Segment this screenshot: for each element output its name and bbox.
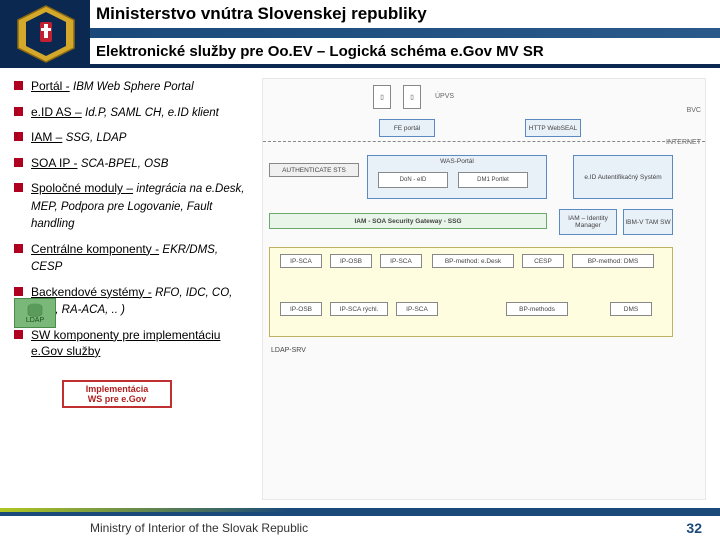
ssg-box: IAM - SOA Security Gateway - SSG: [269, 213, 547, 229]
bullet-detail: IBM Web Sphere Portal: [73, 81, 194, 93]
bullet-icon: [14, 244, 23, 253]
state-emblem-icon: [10, 2, 82, 66]
bullet-icon: [14, 107, 23, 116]
list-item: SW komponenty pre implementáciu e.Gov sl…: [14, 327, 252, 359]
bullet-icon: [14, 158, 23, 167]
list-item: e.ID AS – Id.P, SAML CH, e.ID klient: [14, 104, 252, 122]
bullet-detail: SCA-BPEL, OSB: [81, 158, 169, 170]
was-portal-box: WAS-Portál DoN - eID DM1 Portlet: [367, 155, 547, 199]
fe-portal-box: FE portál: [379, 119, 435, 137]
content-area: Portál - IBM Web Sphere Portal e.ID AS –…: [0, 68, 720, 500]
footer-text: Ministry of Interior of the Slovak Repub…: [90, 521, 308, 535]
server-icon: ▯: [403, 85, 421, 109]
list-item: Centrálne komponenty - EKR/DMS, CESP: [14, 241, 252, 276]
bullet-icon: [14, 287, 23, 296]
bp-methods-box: BP-methods: [506, 302, 568, 316]
header-title-bar: Ministerstvo vnútra Slovenskej republiky: [90, 0, 720, 28]
bp-dms-box: BP-method: DMS: [572, 254, 654, 268]
bp-edesk-box: BP-method: e.Desk: [432, 254, 514, 268]
architecture-diagram: ▯ ▯ ÚPVS INTERNET BVC FE portál HTTP Web…: [262, 78, 706, 500]
upvs-label: ÚPVS: [435, 93, 701, 100]
bullet-main: Centrálne komponenty -: [31, 242, 159, 256]
bullet-main: e.ID AS –: [31, 105, 82, 119]
ip-sca-box: IP-SCA: [280, 254, 322, 268]
bullet-list: Portál - IBM Web Sphere Portal e.ID AS –…: [14, 78, 262, 500]
bullet-icon: [14, 183, 23, 192]
list-item: IAM – SSG, LDAP: [14, 129, 252, 147]
auth-sts-box: AUTHENTICATE STS: [269, 163, 359, 177]
bullet-icon: [14, 132, 23, 141]
ldap-srv-label: LDAP-SRV: [271, 347, 306, 354]
bullet-detail: SSG, LDAP: [66, 132, 127, 144]
impl-line2: WS pre e.Gov: [64, 394, 170, 404]
was-label: WAS-Portál: [368, 158, 546, 165]
tam-box: IBM-V TAM SW: [623, 209, 673, 235]
bullet-icon: [14, 81, 23, 90]
impl-line1: Implementácia: [64, 384, 170, 394]
list-item: SOA IP - SCA-BPEL, OSB: [14, 155, 252, 173]
database-icon: [26, 303, 44, 317]
iam-identity-box: IAM – Identity Manager: [559, 209, 617, 235]
slide-header: Ministerstvo vnútra Slovenskej republiky…: [0, 0, 720, 68]
bullet-main: IAM –: [31, 130, 62, 144]
bullet-main: Portál -: [31, 79, 70, 93]
dm1-portlet-box: DM1 Portlet: [458, 172, 528, 188]
page-subtitle: Elektronické služby pre Oo.EV – Logická …: [96, 43, 544, 60]
header-subtitle-bar: Elektronické služby pre Oo.EV – Logická …: [90, 38, 720, 64]
list-item: Spoločné moduly – integrácia na e.Desk, …: [14, 180, 252, 233]
ldap-label: LDAP: [26, 317, 44, 324]
ip-osb-box: IP-OSB: [330, 254, 372, 268]
don-eid-box: DoN - eID: [378, 172, 448, 188]
ip-sca-rychl-box: IP-SCA rýchl.: [330, 302, 388, 316]
bvc-label: BVC: [687, 107, 701, 114]
server-icon: ▯: [373, 85, 391, 109]
bullet-main: SOA IP -: [31, 156, 77, 170]
page-title: Ministerstvo vnútra Slovenskej republiky: [96, 4, 427, 24]
slide-footer: Ministry of Interior of the Slovak Repub…: [0, 512, 720, 540]
list-item: Portál - IBM Web Sphere Portal: [14, 78, 252, 96]
implementation-badge: Implementácia WS pre e.Gov: [62, 380, 172, 408]
header-band: [90, 28, 720, 38]
ip-sca-box: IP-SCA: [380, 254, 422, 268]
cesp-box: CESP: [522, 254, 564, 268]
bullet-main: SW komponenty pre implementáciu e.Gov sl…: [31, 328, 220, 358]
diagram-canvas: ▯ ▯ ÚPVS INTERNET BVC FE portál HTTP Web…: [262, 78, 706, 500]
bullet-main: Backendové systémy -: [31, 285, 152, 299]
ip-sca-box: IP-SCA: [396, 302, 438, 316]
http-webseal-box: HTTP WebSEAL: [525, 119, 581, 137]
bullet-main: Spoločné moduly –: [31, 181, 133, 195]
iam-container: IP-SCA IP-OSB IP-SCA BP-method: e.Desk C…: [269, 247, 673, 337]
ldap-badge: LDAP: [14, 298, 56, 328]
bullet-icon: [14, 330, 23, 339]
page-number: 32: [686, 520, 702, 536]
eid-auth-box: e.ID Autentifikačný Systém: [573, 155, 673, 199]
divider: [263, 141, 705, 142]
bullet-detail: Id.P, SAML CH, e.ID klient: [85, 107, 219, 119]
ip-osb-box: IP-OSB: [280, 302, 322, 316]
dms-box: DMS: [610, 302, 652, 316]
